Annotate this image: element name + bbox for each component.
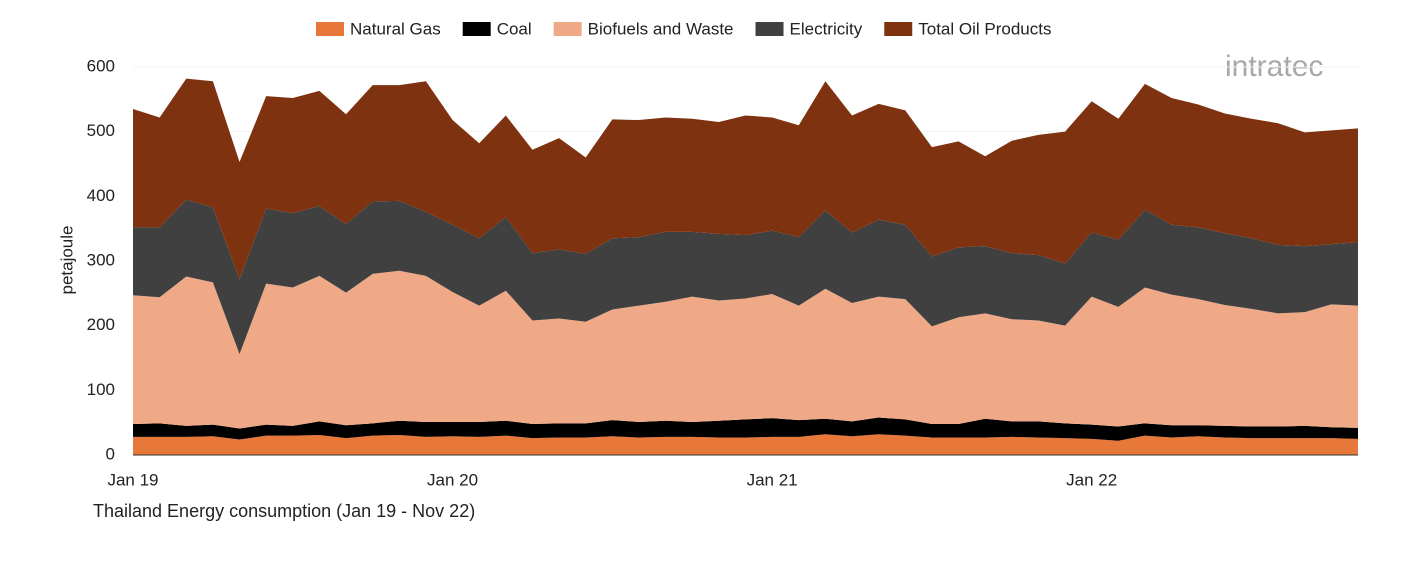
area [133,78,1358,280]
y-tick-label: 200 [87,315,115,334]
legend-label: Total Oil Products [918,19,1051,38]
x-tick-label: Jan 22 [1066,470,1117,489]
legend-label: Biofuels and Waste [588,19,734,38]
x-tick-label: Jan 20 [427,470,478,489]
y-tick-label: 600 [87,56,115,75]
y-tick-label: 0 [106,444,115,463]
chart-title: Thailand Energy consumption (Jan 19 - No… [93,501,475,521]
y-tick-label: 500 [87,121,115,140]
y-tick-label: 300 [87,250,115,269]
area [133,199,1358,355]
area [133,417,1358,441]
legend-swatch [462,22,491,36]
logo: intratec [1225,50,1323,83]
x-tick-label: Jan 19 [107,470,158,489]
y-tick-label: 100 [87,380,115,399]
y-tick-label: 400 [87,186,115,205]
legend-swatch [884,22,913,36]
y-axis-label: petajoule [57,225,76,294]
legend-swatch [316,22,344,36]
x-tick-label: Jan 21 [747,470,798,489]
legend-label: Electricity [790,19,863,38]
legend-label: Coal [497,19,532,38]
area [133,270,1358,429]
legend-swatch [755,22,784,36]
legend-swatch [553,22,582,36]
legend-label: Natural Gas [350,19,441,38]
area [133,434,1358,455]
